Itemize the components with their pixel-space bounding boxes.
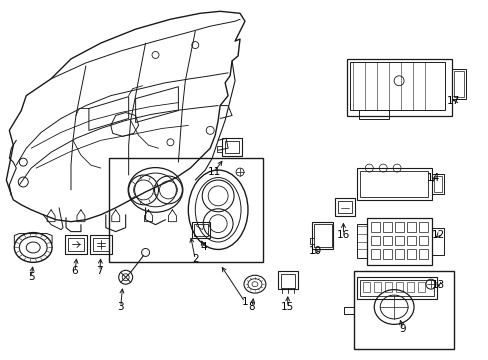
- Bar: [357, 277, 436, 299]
- Bar: [224, 141, 239, 153]
- Bar: [385, 282, 391, 292]
- Bar: [280, 274, 294, 288]
- Bar: [350, 62, 444, 109]
- Text: 2: 2: [192, 255, 198, 264]
- Text: 6: 6: [72, 266, 78, 276]
- Text: 16: 16: [336, 230, 349, 239]
- Bar: [451, 69, 465, 99]
- Text: 14: 14: [427, 173, 440, 183]
- Bar: [406, 249, 415, 260]
- Bar: [395, 282, 402, 292]
- Bar: [313, 224, 331, 247]
- Text: 10: 10: [308, 247, 322, 256]
- Bar: [406, 235, 415, 246]
- Bar: [383, 249, 391, 260]
- Text: 9: 9: [399, 324, 406, 334]
- Bar: [346, 59, 451, 117]
- Text: 12: 12: [431, 230, 445, 239]
- Bar: [406, 222, 415, 231]
- Bar: [93, 238, 108, 251]
- Bar: [383, 235, 391, 246]
- Bar: [366, 218, 431, 265]
- Bar: [417, 282, 424, 292]
- Bar: [222, 138, 242, 156]
- Bar: [370, 235, 380, 246]
- Bar: [418, 235, 427, 246]
- Bar: [394, 235, 403, 246]
- Text: 1: 1: [241, 297, 248, 307]
- Bar: [418, 249, 427, 260]
- Bar: [192, 222, 210, 238]
- Bar: [394, 249, 403, 260]
- Bar: [370, 222, 380, 231]
- Bar: [311, 222, 333, 249]
- Bar: [338, 201, 352, 213]
- Text: 15: 15: [281, 302, 294, 312]
- Text: 3: 3: [117, 302, 124, 312]
- Bar: [90, 235, 112, 255]
- Bar: [68, 238, 84, 251]
- Text: 5: 5: [28, 272, 35, 282]
- Bar: [433, 176, 441, 192]
- Bar: [357, 224, 366, 258]
- Text: 4: 4: [201, 243, 207, 252]
- Bar: [354, 271, 453, 349]
- Bar: [360, 280, 433, 296]
- Text: 7: 7: [96, 266, 103, 276]
- Bar: [383, 222, 391, 231]
- Bar: [418, 222, 427, 231]
- Text: 8: 8: [248, 302, 255, 312]
- Bar: [453, 71, 463, 96]
- Bar: [65, 235, 87, 255]
- Bar: [394, 222, 403, 231]
- Bar: [370, 249, 380, 260]
- Text: 13: 13: [431, 280, 445, 290]
- Bar: [431, 228, 443, 255]
- Bar: [363, 282, 369, 292]
- Text: 11: 11: [207, 167, 221, 177]
- Bar: [108, 158, 263, 262]
- Bar: [406, 282, 413, 292]
- Bar: [431, 174, 443, 194]
- Bar: [335, 198, 355, 216]
- Bar: [357, 168, 431, 200]
- Bar: [194, 224, 208, 235]
- Bar: [277, 271, 297, 289]
- Bar: [360, 171, 427, 197]
- Bar: [373, 282, 381, 292]
- Text: 17: 17: [446, 96, 460, 105]
- Bar: [359, 109, 388, 120]
